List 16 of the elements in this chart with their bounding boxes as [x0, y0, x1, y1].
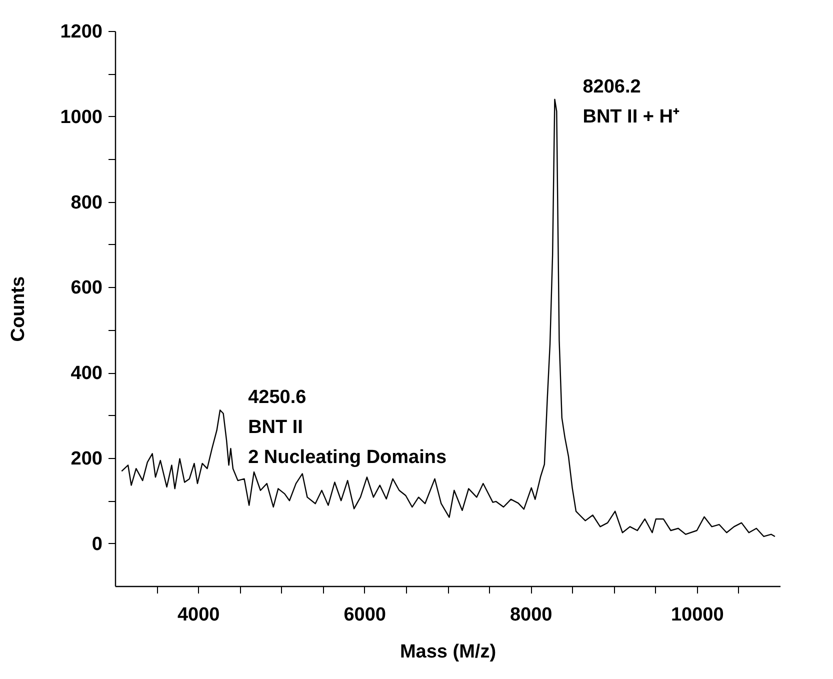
x-tick-label: 10000: [670, 604, 724, 626]
x-axis-title: Mass (M/z): [400, 642, 496, 662]
y-tick-label: 800: [70, 192, 102, 214]
x-tick-label: 4000: [177, 604, 220, 626]
y-tick-label: 0: [92, 534, 102, 555]
y-tick-label: 1200: [60, 22, 102, 42]
y-tick-label: 1000: [60, 106, 102, 128]
annotation: 8206.2 BNT II + H⁺: [582, 76, 680, 128]
y-tick-label: 600: [70, 278, 102, 299]
x-tick-label: 6000: [344, 604, 386, 626]
y-axis-title: Counts: [8, 276, 30, 342]
line-series: [121, 98, 776, 538]
y-tick-label: 400: [70, 363, 102, 384]
annotation: 4250.6 BNT II 2 Nucleating Domains: [248, 387, 447, 468]
y-tick-label: 200: [70, 448, 102, 470]
x-tick-label: 8000: [510, 604, 552, 626]
